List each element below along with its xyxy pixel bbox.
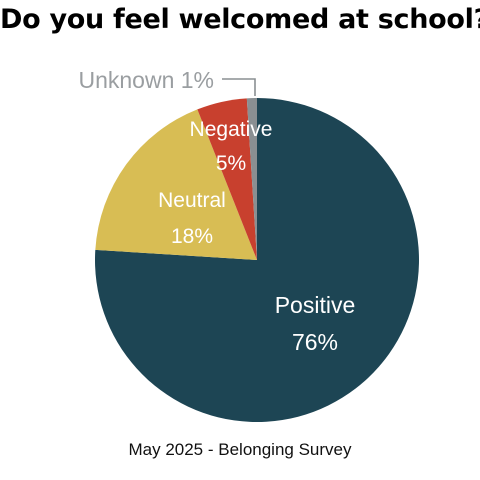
slice-label-neutral: Neutral [158, 189, 226, 212]
pie-slice-neutral [95, 109, 257, 260]
slice-value-positive: 76% [292, 329, 338, 355]
chart-title: Do you feel welcomed at school? [0, 4, 480, 35]
pie-slice-negative [197, 98, 257, 260]
slice-value-neutral: 18% [171, 225, 213, 248]
pie-slice-unknown [246, 98, 257, 260]
pie-slice-positive [95, 97, 420, 422]
callout-leader-line [222, 78, 256, 96]
slice-label-positive: Positive [275, 292, 356, 318]
callout-label-unknown: Unknown 1% [78, 67, 214, 93]
slice-label-negative: Negative [190, 118, 273, 141]
chart-subtitle: May 2025 - Belonging Survey [128, 440, 352, 459]
slice-value-negative: 5% [216, 152, 246, 175]
